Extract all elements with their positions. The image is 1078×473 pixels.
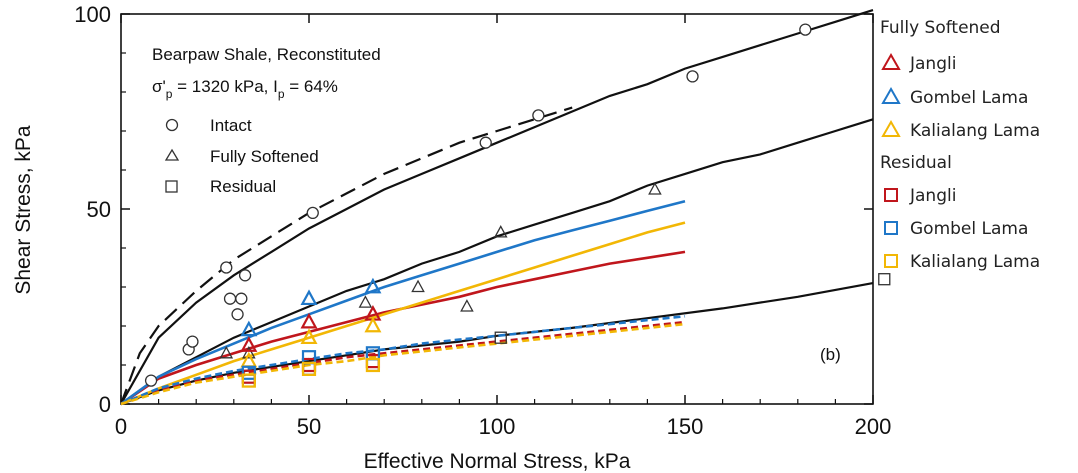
legend-fs-gombel-symbol — [881, 86, 901, 104]
inset-ip-sub: p — [278, 87, 285, 101]
intact-point — [238, 269, 252, 282]
inset-sigma-sub: p — [166, 87, 173, 101]
residual-point — [366, 358, 380, 372]
y-tick-label: 50 — [87, 197, 111, 222]
fully_softened-kalialang-lama-point — [364, 316, 382, 333]
x-tick-label: 100 — [479, 414, 516, 439]
residual-point — [878, 273, 891, 286]
x-axis-title: Effective Normal Stress, kPa — [364, 450, 631, 473]
intact-point — [686, 70, 699, 83]
fully-softened-point — [411, 279, 425, 293]
legend-head-fully-softened: Fully Softened — [880, 18, 1001, 38]
fully_softened-gombel-lama-point — [300, 289, 318, 306]
inset-ip-value: = 64% — [285, 77, 338, 96]
legend-r-jangli: Jangli — [909, 186, 956, 206]
legend-r-gombel-symbol — [884, 221, 898, 235]
inset-sigma-value: = 1320 kPa, I — [172, 77, 277, 96]
legend-r-jangli-symbol — [884, 188, 898, 202]
residual-gombel-lama-point — [241, 365, 256, 380]
legend-r-kalialang: Kalialang Lama — [910, 252, 1040, 272]
inset-legend: Bearpaw Shale, Reconstituted σ'p = 1320 … — [152, 45, 381, 196]
fully-softened-point — [219, 345, 234, 359]
residual-kalialang-lama-curve — [120, 322, 686, 406]
inset-title: Bearpaw Shale, Reconstituted — [152, 45, 381, 64]
fully-softened-point — [242, 345, 256, 359]
x-tick-label: 0 — [115, 414, 127, 439]
inset-circle-symbol — [165, 118, 179, 132]
residual-kalialang-lama-point — [241, 373, 256, 388]
y-tick-label: 100 — [74, 2, 111, 27]
intact-point — [186, 335, 199, 348]
legend-fs-jangli: Jangli — [909, 54, 956, 74]
residual-point — [494, 331, 507, 344]
legend-fs-kalialang-symbol — [881, 119, 901, 137]
fully-softened-point — [648, 182, 662, 195]
data-points — [144, 23, 891, 388]
intact-point — [799, 23, 812, 36]
intact-point — [144, 374, 158, 387]
fully-softened-point — [493, 225, 508, 238]
fully_softened-kalialang-lama-point — [300, 328, 318, 345]
y-tick-label: 0 — [99, 392, 111, 417]
residual-kalialang-lama-point — [301, 361, 317, 376]
intact-fit-curve — [120, 9, 874, 405]
x-tick-label: 50 — [297, 414, 321, 439]
fully_softened-kalialang-lama-curve — [120, 221, 686, 406]
inset-params: σ'p = 1320 kPa, Ip = 64% — [152, 77, 338, 101]
residual-point — [242, 374, 255, 387]
fully_softened-gombel-lama-point — [364, 277, 382, 294]
legend-r-gombel: Gombel Lama — [910, 219, 1028, 239]
x-tick-label: 200 — [855, 414, 892, 439]
y-axis-title: Shear Stress, kPa — [12, 125, 35, 295]
intact-point — [220, 261, 233, 274]
residual-kalialang-lama-point — [365, 357, 381, 373]
inset-square-symbol — [165, 180, 178, 193]
intact-point — [479, 136, 492, 149]
plot-frame — [120, 13, 874, 405]
inset-label-fully-softened: Fully Softened — [210, 147, 319, 166]
legend-r-kalialang-symbol — [884, 254, 898, 268]
legend-fs-gombel: Gombel Lama — [910, 88, 1028, 108]
intact-point — [532, 109, 545, 122]
fully_softened-gombel-lama-curve — [120, 199, 686, 406]
intact-point — [235, 292, 248, 305]
inset-label-intact: Intact — [210, 116, 252, 135]
fully-softened-point — [460, 299, 474, 312]
inset-sigma: σ' — [152, 77, 166, 96]
residual-gombel-lama-curve — [120, 315, 686, 406]
inset-label-residual: Residual — [210, 177, 276, 196]
legend-fs-kalialang: Kalialang Lama — [910, 121, 1040, 141]
fully_softened-jangli-curve — [120, 250, 686, 406]
x-tick-label: 150 — [667, 414, 704, 439]
legend-head-residual: Residual — [880, 153, 952, 173]
fully_softened-jangli-point — [240, 336, 258, 352]
panel-label: (b) — [820, 345, 841, 364]
fully_softened-jangli-point — [300, 312, 318, 329]
right-legend: Fully Softened Jangli Gombel Lama Kalial… — [880, 18, 1040, 272]
intact-dashed-curve — [119, 106, 573, 405]
intact-point — [223, 292, 237, 305]
residual-jangli-curve — [120, 320, 686, 406]
fully_softened-gombel-lama-point — [240, 320, 258, 337]
axis-ticks: 0 50 100 150 200 0 50 100 — [74, 2, 891, 439]
fully-softened-point — [358, 295, 373, 308]
fit-curves — [119, 9, 874, 406]
intact-point — [231, 308, 244, 321]
intact-point — [306, 206, 319, 220]
inset-triangle-symbol — [164, 148, 180, 161]
legend-fs-jangli-symbol — [881, 52, 901, 70]
